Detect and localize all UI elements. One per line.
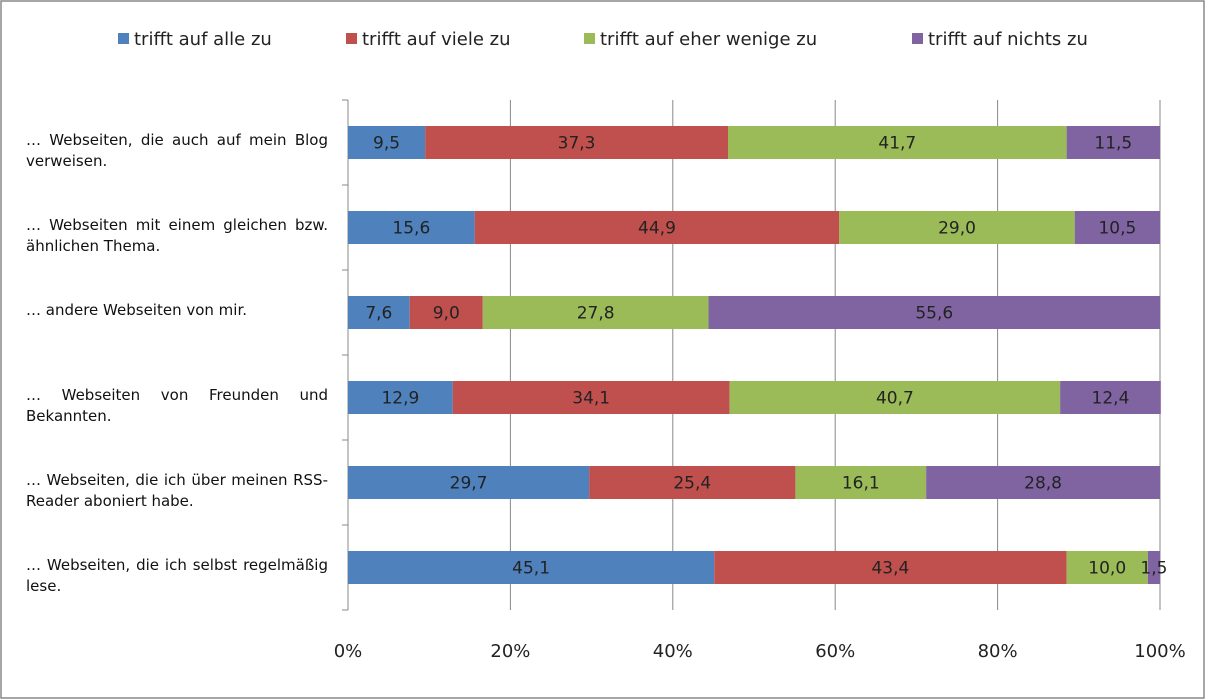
data-label: 7,6 — [365, 304, 392, 324]
legend-swatch — [912, 33, 923, 44]
bar-segment — [482, 296, 709, 329]
data-label: 1,5 — [1140, 559, 1167, 579]
data-label: 27,8 — [577, 304, 615, 324]
bar-segment — [348, 126, 426, 159]
data-label: 11,5 — [1094, 134, 1132, 154]
category-label: … Webseiten, die ich über meinen RSS-Rea… — [26, 470, 328, 510]
legend-swatch — [118, 33, 129, 44]
x-tick-label: 100% — [1134, 641, 1185, 662]
data-label: 44,9 — [638, 219, 676, 239]
bar-segment — [348, 211, 475, 244]
x-tick-label: 60% — [815, 641, 855, 662]
x-tick-label: 0% — [334, 641, 363, 662]
category-label: … Webseiten von Freunden und Bekannten. — [26, 385, 328, 425]
category-label: … Webseiten mit einem gleichen bzw. ähnl… — [26, 215, 328, 255]
category-ticks — [342, 99, 348, 611]
x-tick-label: 20% — [490, 641, 530, 662]
bar-segment — [1066, 551, 1148, 584]
data-label: 41,7 — [878, 134, 916, 154]
bar-segment — [1066, 126, 1160, 159]
bar-segment — [348, 466, 590, 499]
legend-swatch — [584, 33, 595, 44]
bar-segment — [926, 466, 1160, 499]
category-label: … andere Webseiten von mir. — [26, 300, 248, 319]
data-label: 15,6 — [392, 219, 430, 239]
data-label: 29,7 — [450, 474, 488, 494]
legend-swatch — [346, 33, 357, 44]
data-label: 40,7 — [876, 389, 914, 409]
data-label: 28,8 — [1024, 474, 1062, 494]
x-tick-label: 40% — [653, 641, 693, 662]
data-label: 37,3 — [558, 134, 596, 154]
data-label: 43,4 — [871, 559, 909, 579]
category-label: … Webseiten, die ich selbst regelmäßig l… — [26, 555, 328, 595]
bar-segment — [1060, 381, 1161, 414]
bar-segment — [452, 381, 730, 414]
data-label: 12,4 — [1092, 389, 1130, 409]
data-label: 25,4 — [673, 474, 711, 494]
data-label: 10,5 — [1098, 219, 1136, 239]
data-label: 45,1 — [512, 559, 550, 579]
bar-segment — [728, 126, 1067, 159]
bar-segment — [795, 466, 927, 499]
data-label: 9,0 — [433, 304, 460, 324]
bar-segment — [839, 211, 1075, 244]
bar-segment — [409, 296, 483, 329]
bar-segment — [708, 296, 1160, 329]
category-label: … Webseiten, die auch auf mein Blog verw… — [26, 130, 328, 170]
legend-label: trifft auf nichts zu — [928, 29, 1088, 50]
legend-label: trifft auf viele zu — [362, 29, 511, 50]
bar-segment — [1074, 211, 1160, 244]
x-tick-label: 80% — [978, 641, 1018, 662]
data-label: 12,9 — [381, 389, 419, 409]
data-label: 55,6 — [915, 304, 953, 324]
data-label: 10,0 — [1088, 559, 1126, 579]
bar-segment — [348, 296, 410, 329]
bar-segment — [714, 551, 1067, 584]
data-label: 9,5 — [373, 134, 400, 154]
data-label: 34,1 — [572, 389, 610, 409]
bar-segment — [589, 466, 796, 499]
bar-segment — [1147, 551, 1160, 584]
data-label: 29,0 — [938, 219, 976, 239]
bar-segment — [474, 211, 840, 244]
legend-label: trifft auf alle zu — [134, 29, 272, 50]
data-label: 16,1 — [842, 474, 880, 494]
bar-segment — [729, 381, 1061, 414]
legend-label: trifft auf eher wenige zu — [600, 29, 817, 50]
bar-segment — [348, 381, 453, 414]
bar-segment — [425, 126, 729, 159]
bar-segment — [348, 551, 715, 584]
